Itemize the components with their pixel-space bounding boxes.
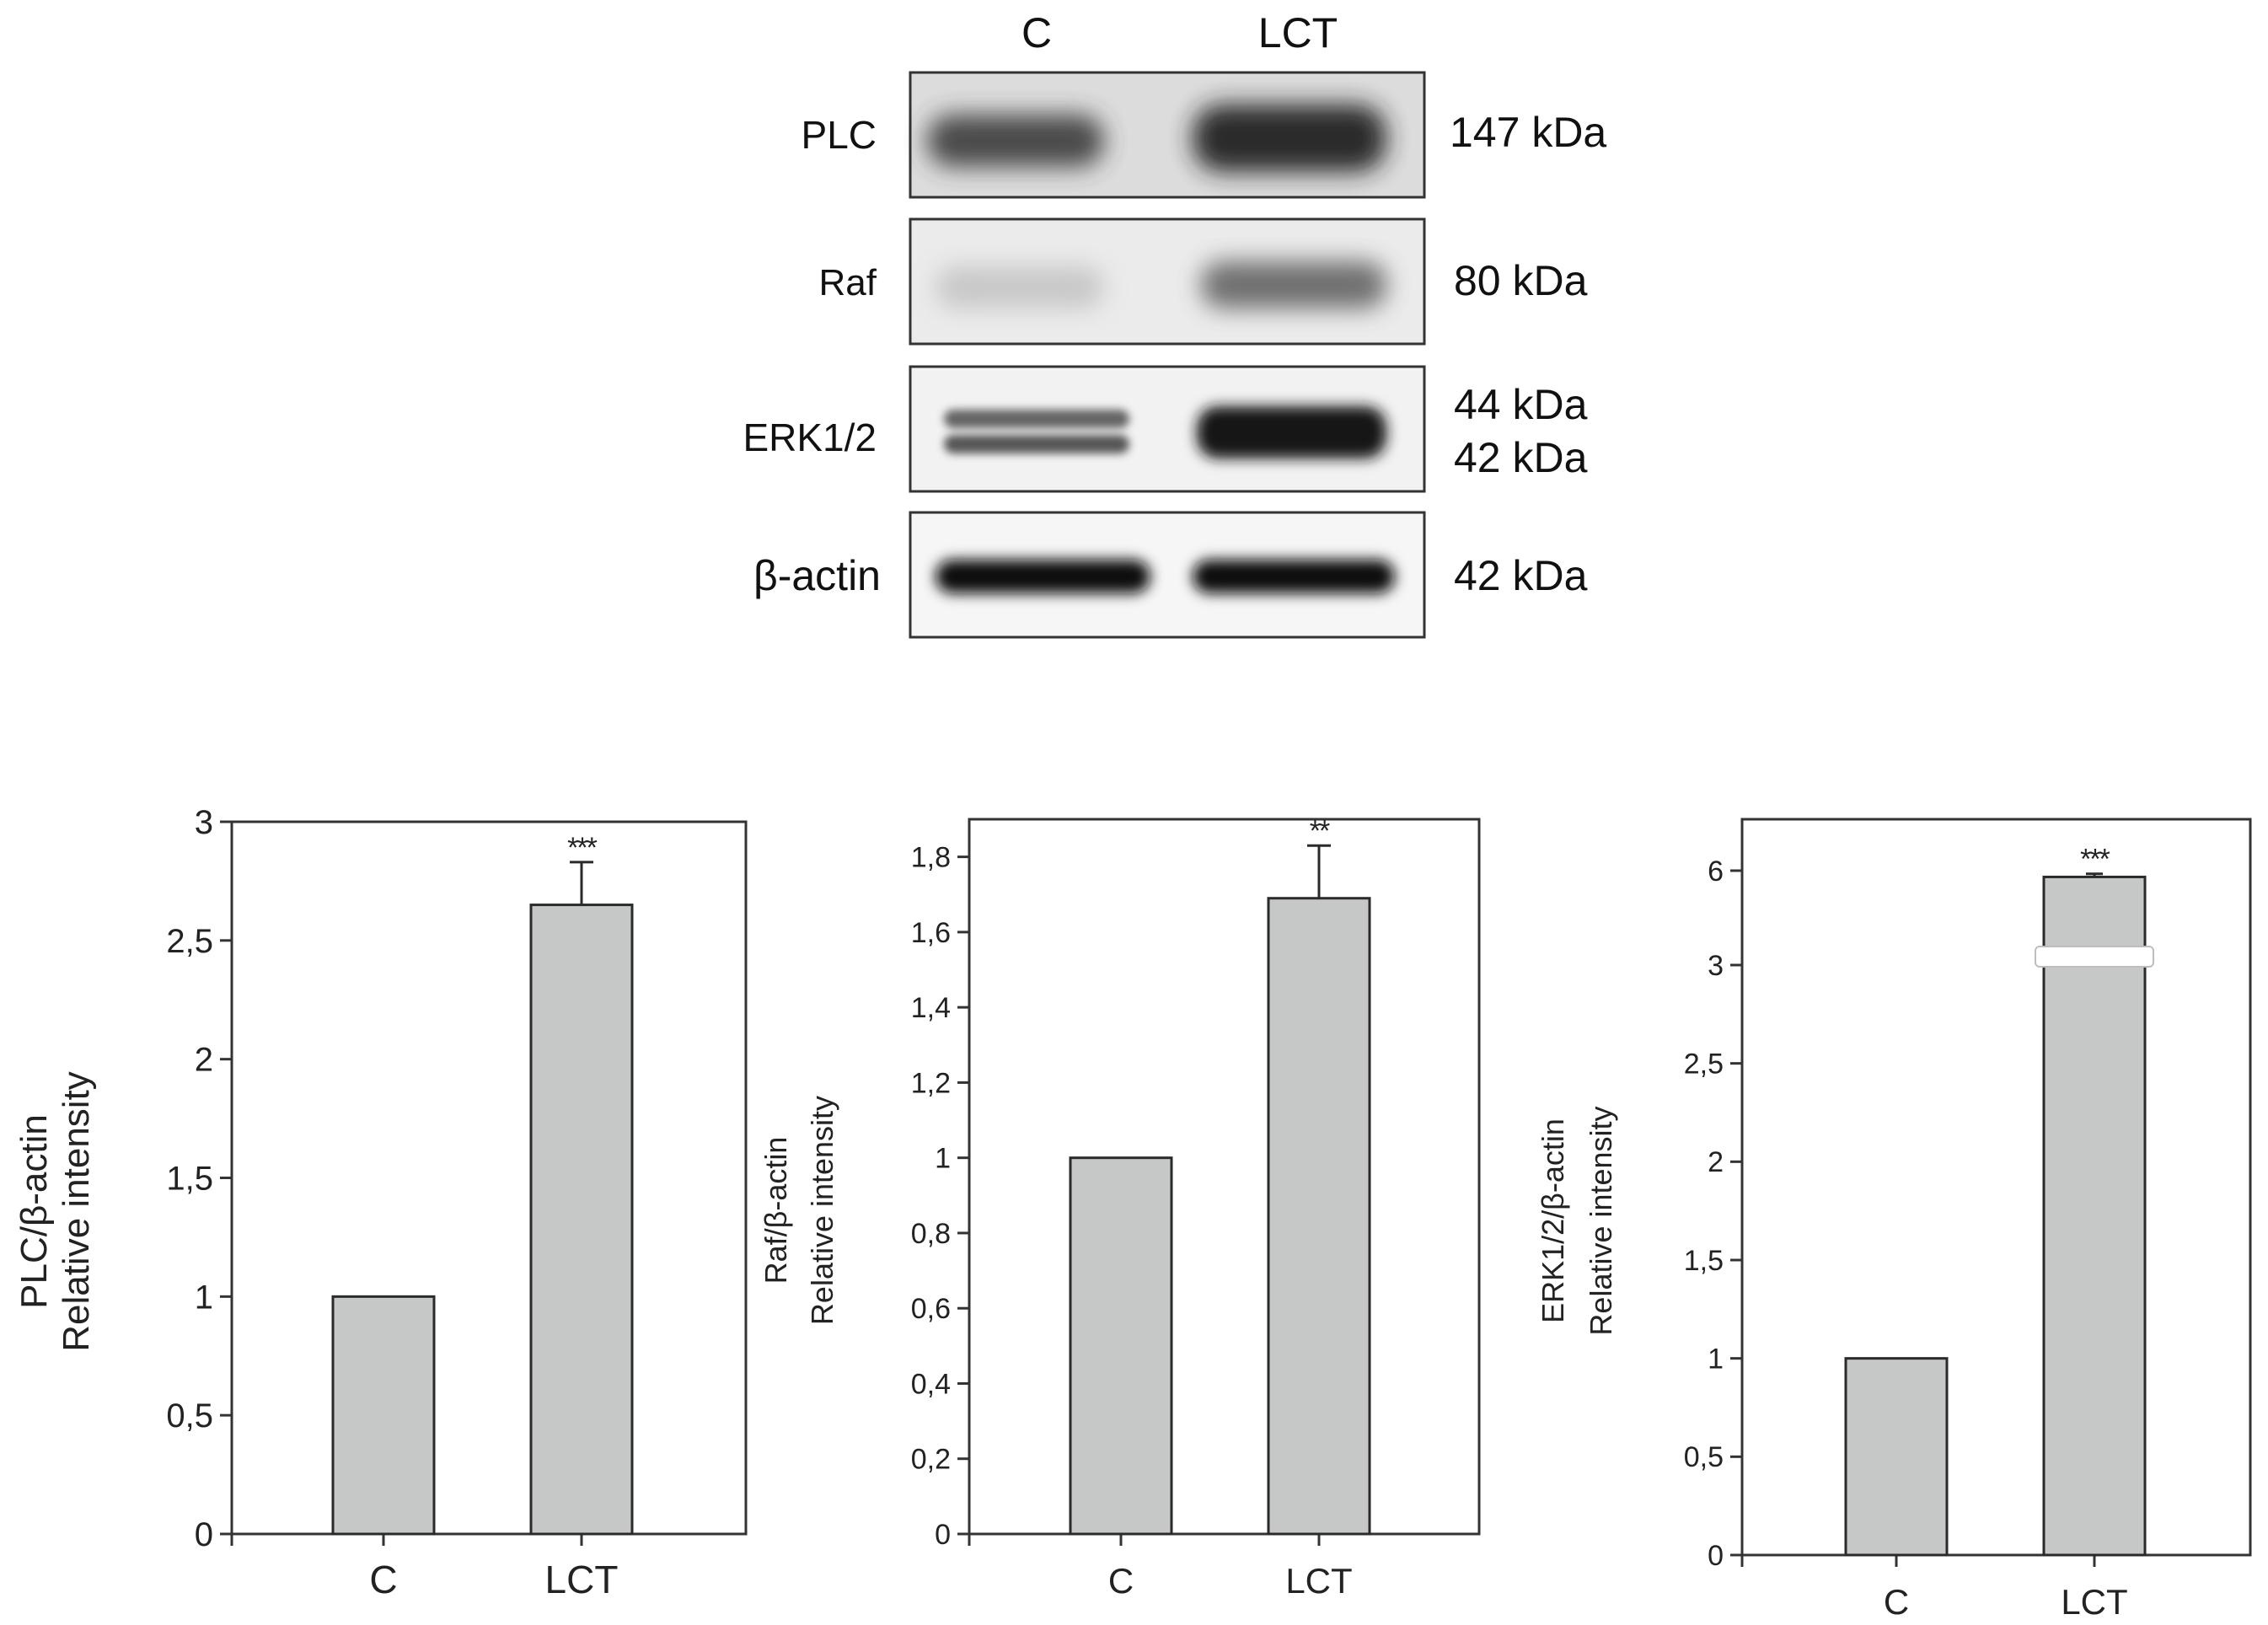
chart1-y-tick-label: 2: [195, 1042, 213, 1079]
chart1-significance-label: ***: [567, 832, 597, 864]
chart1-y-tick-label: 2,5: [166, 923, 213, 960]
chart1-y-tick-label: 3: [195, 804, 213, 841]
blot-marker-plc: 147 kDa: [1450, 109, 1606, 156]
chart3-y-tick-label: 1,5: [1684, 1245, 1724, 1277]
chart3-y-tick-label: 0: [1708, 1540, 1724, 1572]
chart3-bar-lct: [2042, 875, 2147, 1557]
chart1-y-tick-label: 1,5: [166, 1161, 213, 1198]
chart1-y-tick-label: 0: [195, 1516, 213, 1553]
chart2-y-tick-label: 1,2: [911, 1067, 951, 1099]
chart3-y-tick-label: 3: [1708, 950, 1724, 982]
chart2-y-tick-label: 0: [935, 1519, 951, 1551]
chart1-y-tick-label: 0,5: [166, 1397, 213, 1435]
chart2-x-tick-label: LCT: [1285, 1561, 1352, 1601]
chart1-bar-lct: [529, 904, 634, 1536]
blot-bands-actin: [936, 560, 1395, 593]
chart1-bar-c: [331, 1295, 436, 1536]
blot-row-label-erk: ERK1/2: [743, 416, 877, 459]
lane-label-lct: LCT: [1258, 9, 1338, 56]
chart3-significance-label: ***: [2080, 844, 2110, 876]
blot-marker-actin: 42 kDa: [1454, 552, 1588, 599]
chart2-y-tick-label: 1,8: [911, 842, 951, 874]
chart2-y-tick-label: 0,2: [911, 1444, 951, 1476]
chart2-y-tick-label: 0,4: [911, 1368, 951, 1400]
blot-bands-plc: [927, 105, 1386, 172]
chart2-y-tick-label: 1,4: [911, 992, 951, 1024]
chart3-x-tick-label: C: [1884, 1582, 1909, 1622]
chart3-y-tick-label: 1: [1708, 1343, 1724, 1376]
blot-marker-erk-42: 42 kDa: [1454, 434, 1588, 481]
chart3-y-tick-label: 2,5: [1684, 1048, 1724, 1081]
western-blot-panel: C LCT PLC 147 kDa Raf 80 kDa ERK1/2 44 k…: [743, 9, 1606, 639]
lane-label-c: C: [1021, 9, 1052, 56]
quantification-charts: 00,511,522,53C LCT***PLC/β-actin Relative …: [13, 804, 2252, 1622]
chart2-y-axis-label: Relative intensity: [805, 1096, 839, 1325]
chart3-y-tick-label: 2: [1708, 1146, 1724, 1178]
chart1-y-axis-label: PLC/β-actin: [13, 1114, 55, 1309]
blot-row-label-actin: β-actin: [753, 552, 881, 599]
chart3-y-axis-label: ERK1/2/β-actin: [1536, 1118, 1570, 1323]
chart2-y-tick-label: 1,6: [911, 917, 951, 949]
blot-marker-raf: 80 kDa: [1454, 257, 1588, 304]
blot-bands-raf: [936, 261, 1386, 308]
blot-marker-erk-44: 44 kDa: [1454, 381, 1588, 428]
chart2-significance-label: **: [1310, 815, 1330, 847]
chart2-y-axis-label: Raf/β-actin: [759, 1137, 793, 1284]
chart3-y-tick-label: 6: [1708, 855, 1724, 888]
chart3-axis-break-marker: [2035, 946, 2154, 968]
chart2-y-tick-label: 0,6: [911, 1293, 951, 1325]
blot-row-label-plc: PLC: [802, 113, 877, 157]
chart2-bar-c: [1069, 1156, 1173, 1536]
chart2-bar-lct: [1267, 897, 1371, 1536]
chart2-y-tick-label: 1: [935, 1143, 951, 1175]
blot-row-label-raf: Raf: [819, 262, 877, 303]
blot-bands-erk: [944, 406, 1386, 459]
chart1-y-tick-label: 1: [195, 1279, 213, 1316]
chart3-y-axis-label: Relative intensity: [1584, 1106, 1618, 1335]
chart1-x-tick-label: LCT: [545, 1558, 619, 1601]
chart2-x-tick-label: C: [1108, 1561, 1134, 1601]
chart3-bar-c: [1844, 1357, 1949, 1557]
chart1-x-tick-label: C: [369, 1558, 397, 1601]
chart2-plot-frame: [968, 818, 1481, 1536]
chart3-y-tick-label: 0,5: [1684, 1441, 1724, 1473]
chart3-x-tick-label: LCT: [2061, 1582, 2127, 1622]
chart2-y-tick-label: 0,8: [911, 1218, 951, 1250]
chart1-plot-frame: [230, 820, 748, 1536]
chart1-y-axis-label: Relative intensity: [56, 1071, 97, 1352]
chart3-plot-frame: [1740, 818, 2252, 1557]
